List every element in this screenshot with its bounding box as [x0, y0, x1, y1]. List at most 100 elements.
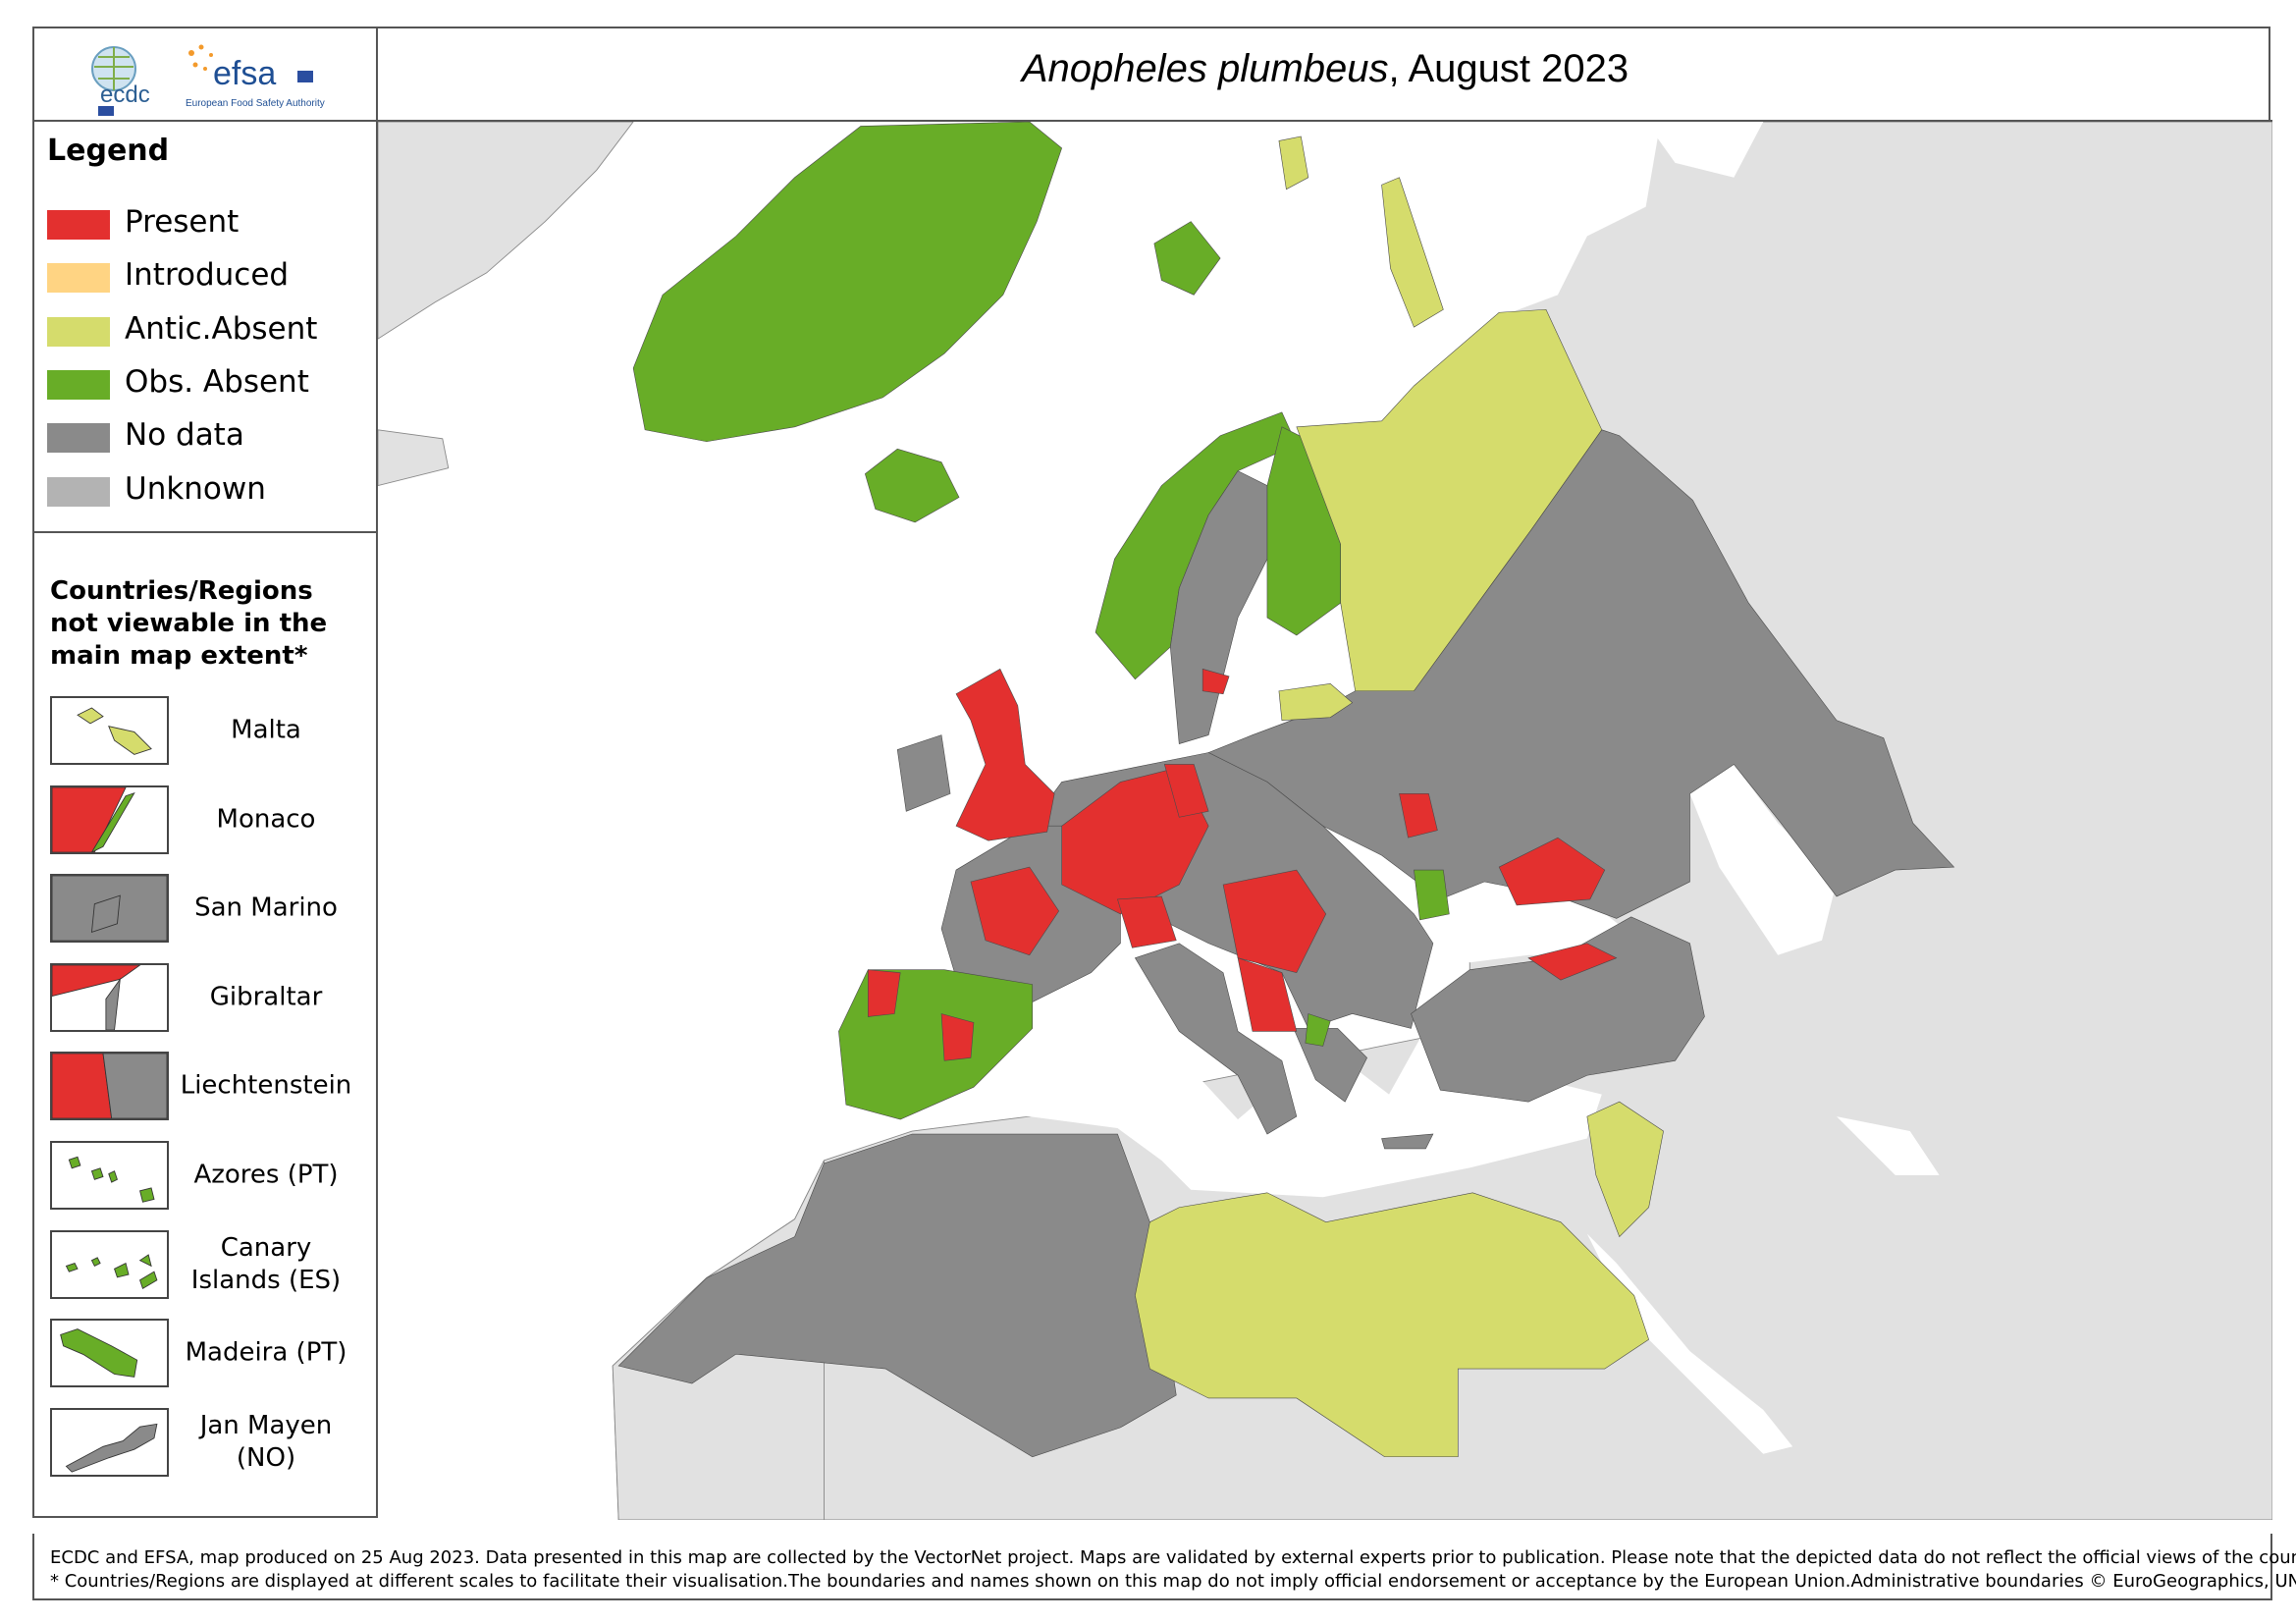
inset-region [90, 791, 135, 853]
legend-swatch [47, 263, 110, 294]
legend-label: Introduced [125, 257, 290, 294]
eu-flag [297, 71, 313, 82]
region [1237, 957, 1298, 1032]
inset-region [108, 726, 152, 755]
inset-region [114, 1262, 130, 1278]
inset-region [68, 1156, 81, 1169]
region [1222, 869, 1327, 974]
landmass [824, 1004, 1602, 1198]
legend-swatch [47, 210, 110, 240]
inset-region [90, 1167, 104, 1180]
inset-region [60, 1328, 138, 1379]
region [1498, 837, 1606, 906]
divider [32, 531, 378, 533]
inset-label: San Marino [194, 893, 338, 923]
region [1414, 869, 1450, 921]
landmass [378, 429, 450, 487]
region [1278, 682, 1354, 721]
inset-region [65, 1423, 158, 1473]
region [868, 969, 901, 1017]
region [1586, 1101, 1664, 1238]
ecdc-logo: ecdc [91, 46, 150, 116]
inset-map [77, 707, 152, 755]
inset-region [77, 707, 104, 725]
region [632, 122, 1063, 443]
inset-label: Madeira (PT) [185, 1337, 347, 1368]
region [1381, 177, 1444, 328]
landmass [1645, 122, 1764, 178]
inset-label: Jan Mayen (NO) [199, 1410, 333, 1473]
region [1305, 1013, 1331, 1047]
region [896, 734, 951, 812]
eu-flag [98, 106, 114, 116]
region [1135, 1192, 1649, 1458]
region [1117, 895, 1177, 948]
region [1153, 221, 1221, 296]
inset-title: Countries/Regions not viewable in the ma… [50, 576, 328, 671]
legend-label: Obs. Absent [125, 363, 309, 400]
logo-text: ecdc [100, 81, 150, 108]
species: Anopheles plumbeus [1021, 47, 1389, 90]
inset-region [138, 1253, 152, 1267]
globe-grid [94, 47, 133, 90]
inset-region [105, 977, 121, 1031]
legend-label: No data [125, 417, 244, 454]
map [378, 122, 2272, 1520]
inset-region [90, 894, 121, 934]
map-title: Anopheles plumbeus, August 2023 [378, 47, 2272, 91]
inset-label: Azores (PT) [193, 1160, 339, 1190]
region [1399, 793, 1438, 839]
footer-line: * Countries/Regions are displayed at dif… [50, 1571, 2296, 1592]
legend-label: Antic.Absent [125, 310, 318, 347]
region [1381, 1133, 1434, 1150]
inset-map [65, 1423, 158, 1473]
inset-region [108, 1170, 118, 1183]
inset-region [51, 1053, 113, 1119]
side-panel [32, 27, 378, 1518]
inset-box [50, 962, 169, 1032]
landmass [1836, 1116, 1940, 1175]
inset-map [68, 1156, 155, 1203]
inset-region [102, 1053, 168, 1119]
inset-box [50, 696, 169, 765]
inset-map [51, 964, 141, 1031]
inset-region [65, 1262, 79, 1272]
region [970, 866, 1060, 956]
region [955, 668, 1055, 841]
legend-label: Unknown [125, 470, 266, 507]
legend-label: Present [125, 204, 240, 240]
inset-box [50, 1052, 169, 1121]
inset-label: Malta [231, 715, 301, 745]
landmass [378, 122, 634, 340]
inset-box [50, 784, 169, 854]
inset-map [65, 1253, 158, 1289]
logo-caption: European Food Safety Authority [186, 98, 325, 109]
footer: ECDC and EFSA, map produced on 25 Aug 20… [32, 1534, 2296, 1600]
inset-map [60, 1328, 138, 1379]
inset-box [50, 1319, 169, 1388]
region [1293, 1028, 1367, 1103]
region [1527, 943, 1618, 981]
region [1201, 668, 1230, 695]
footer-line: ECDC and EFSA, map produced on 25 Aug 20… [50, 1547, 2296, 1568]
landmass [1432, 867, 1639, 963]
inset-label: Liechtenstein [180, 1070, 352, 1101]
region [1163, 764, 1209, 818]
inset-region [51, 964, 141, 997]
efsa-logo: efsa European Food Safety Authority [186, 44, 325, 109]
inset-box [50, 1141, 169, 1210]
region [1061, 767, 1209, 915]
legend-swatch [47, 369, 110, 400]
region [940, 1013, 975, 1061]
region [1411, 916, 1705, 1103]
stars [188, 44, 213, 71]
inset-box [50, 1407, 169, 1477]
region [1134, 943, 1298, 1135]
inset-region [139, 1271, 158, 1289]
legend-swatch [47, 476, 110, 507]
landmass [1586, 1233, 1793, 1454]
landmass [1689, 764, 1837, 955]
inset-map [51, 786, 135, 853]
inset-region [90, 1256, 101, 1267]
